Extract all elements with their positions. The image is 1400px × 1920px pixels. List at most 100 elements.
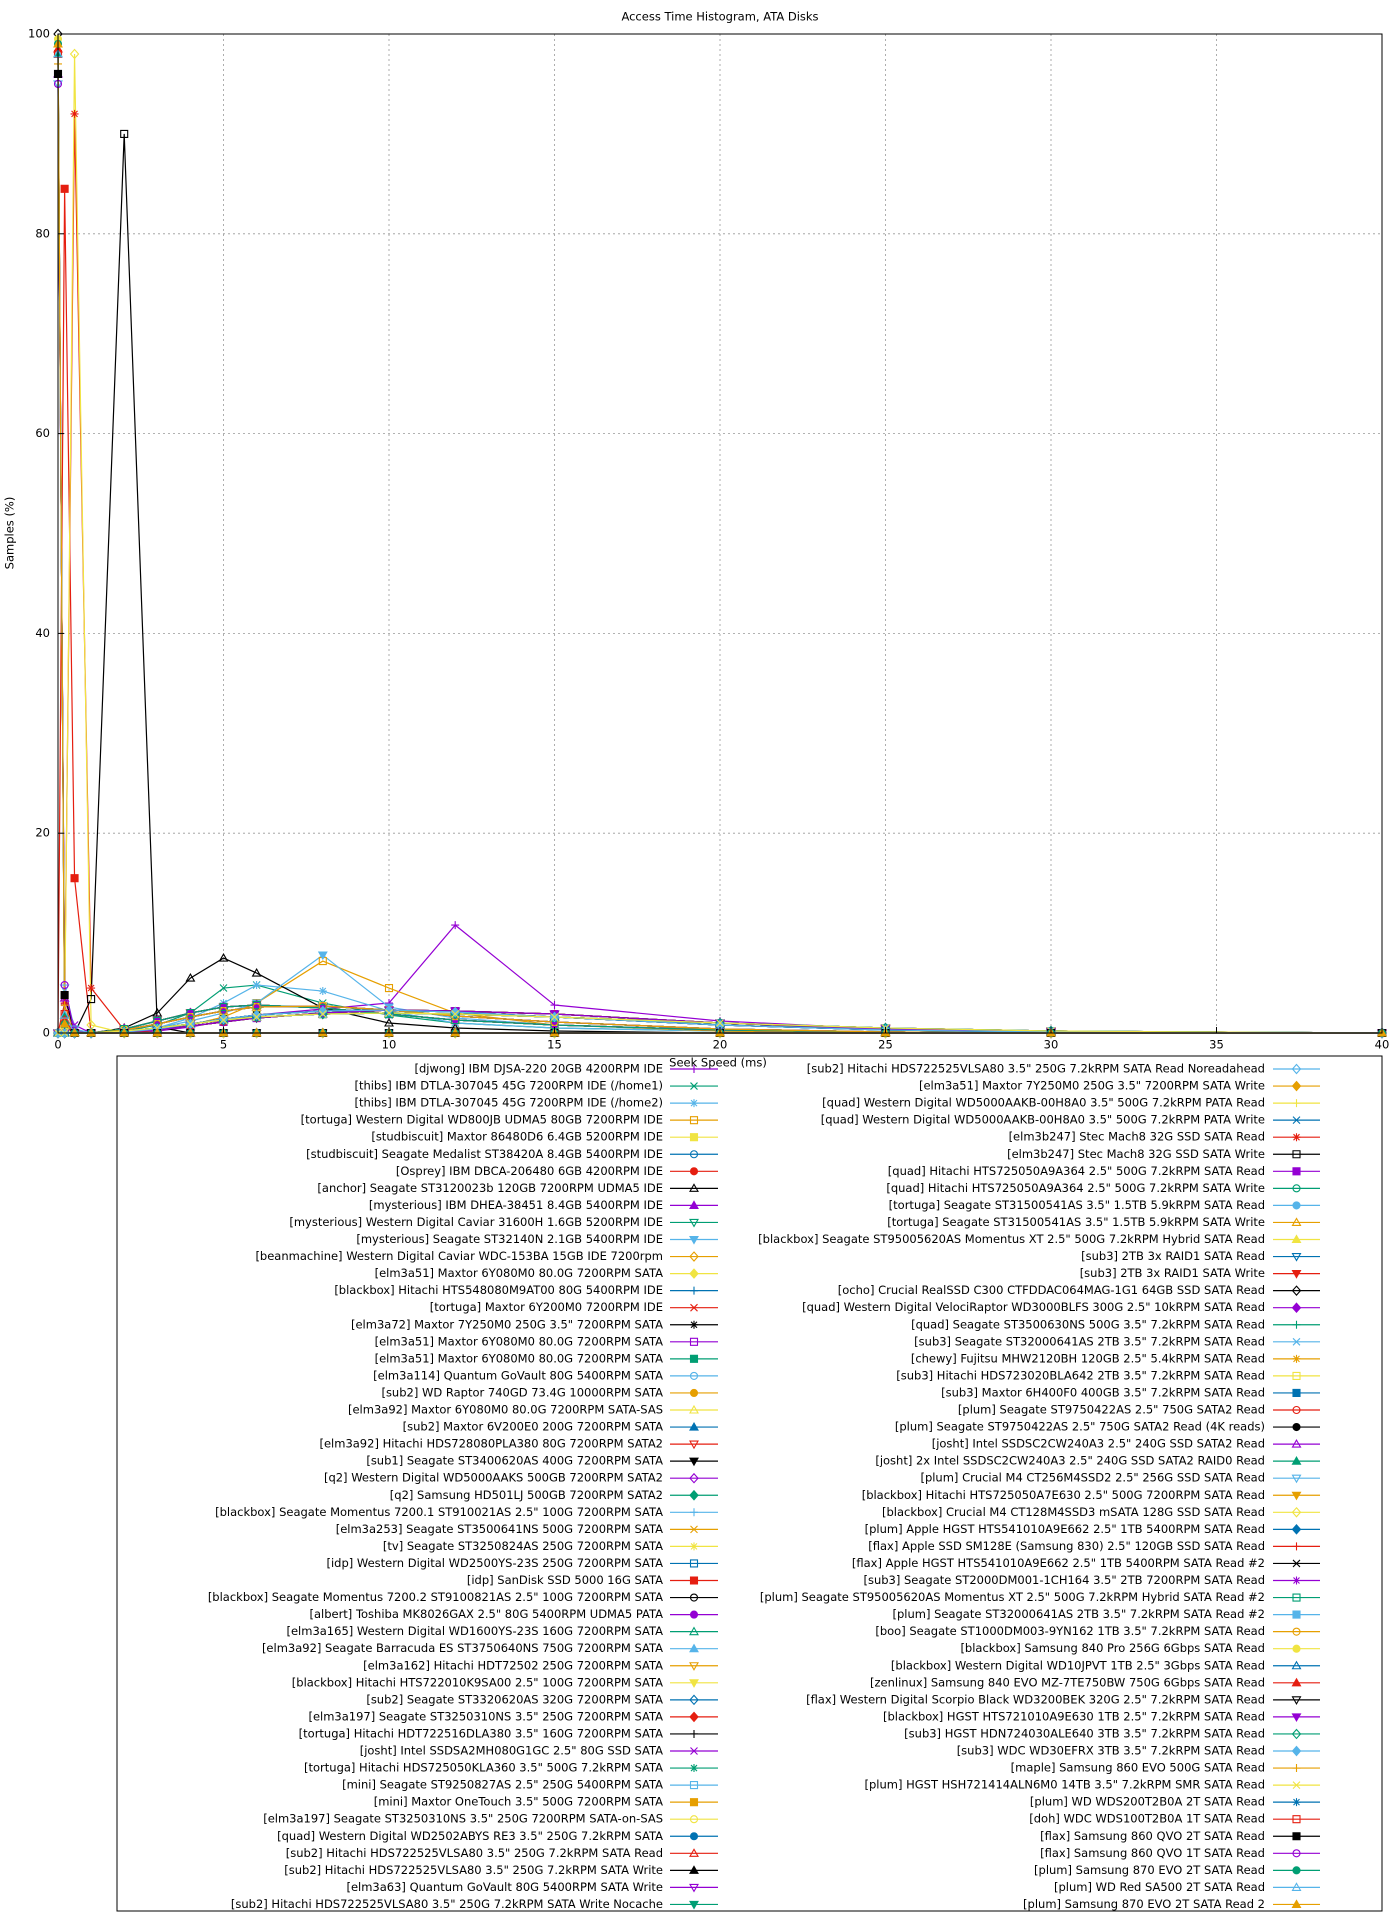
legend-label: [sub3] Seagate ST2000DM001-1CH164 3.5" 2… xyxy=(863,1573,1265,1587)
legend-label: [djwong] IBM DJSA-220 20GB 4200RPM IDE xyxy=(414,1062,663,1076)
legend-marker xyxy=(690,1303,698,1312)
legend-label: [mini] Seagate ST9250827AS 2.5" 250G 540… xyxy=(342,1778,663,1792)
legend-marker xyxy=(1292,1542,1301,1551)
legend-marker xyxy=(1292,1627,1301,1636)
data-point xyxy=(550,1020,559,1030)
legend-label: [elm3a63] Quantum GoVault 80G 5400RPM SA… xyxy=(346,1880,663,1894)
legend-marker xyxy=(689,1472,699,1484)
legend-marker xyxy=(1292,1320,1301,1329)
legend-label: [q2] Western Digital WD5000AAKS 500GB 72… xyxy=(324,1471,663,1485)
legend-label: [beanmachine] Western Digital Caviar WDC… xyxy=(255,1249,663,1263)
legend-label: [plum] Samsung 870 EVO 2T SATA Read 2 xyxy=(1023,1897,1265,1911)
legend-label: [thibs] IBM DTLA-307045 45G 7200RPM IDE … xyxy=(354,1079,663,1093)
legend-marker xyxy=(689,1781,699,1790)
legend-marker xyxy=(689,1900,699,1910)
legend-label: [sub2] Hitachi HDS722525VLSA80 3.5" 250G… xyxy=(231,1897,663,1911)
legend-marker xyxy=(1292,1559,1301,1568)
legend-marker xyxy=(689,1354,699,1363)
legend-label: [studbiscuit] Maxtor 86480D6 6.4GB 5200R… xyxy=(371,1130,663,1144)
legend-marker xyxy=(689,1626,699,1636)
x-tick-label: 35 xyxy=(1209,1038,1224,1052)
legend-marker xyxy=(689,1883,699,1893)
legend-marker xyxy=(690,1320,698,1329)
legend-label: [plum] Seagate ST9750422AS 2.5" 750G SAT… xyxy=(958,1403,1265,1417)
legend-marker xyxy=(689,1815,699,1824)
data-point xyxy=(318,1005,328,1017)
legend-label: [flax] Samsung 860 QVO 2T SATA Read xyxy=(1040,1829,1265,1843)
legend-label: [chewy] Fujitsu MHW2120BH 120GB 2.5" 5.4… xyxy=(911,1351,1265,1365)
data-point xyxy=(251,967,262,977)
legend-label: [plum] Samsung 870 EVO 2T SATA Read xyxy=(1034,1863,1265,1877)
legend-label: [plum] WD Red SA500 2T SATA Read xyxy=(1054,1880,1265,1894)
legend-marker xyxy=(690,1764,698,1773)
data-point xyxy=(186,1012,195,1022)
x-tick-label: 15 xyxy=(547,1038,562,1052)
legend-marker xyxy=(689,1643,699,1653)
y-tick-label: 60 xyxy=(35,426,50,440)
data-point xyxy=(450,1006,460,1018)
legend-marker xyxy=(1291,1302,1302,1314)
legend-label: [plum] Apple HGST HTS541010A9E662 2.5" 1… xyxy=(865,1522,1265,1536)
y-tick-label: 80 xyxy=(35,226,50,240)
legend-marker xyxy=(689,1832,699,1841)
legend-label: [sub1] Seagate ST3400620AS 400G 7200RPM … xyxy=(366,1454,663,1468)
legend-label: [flax] Apple HGST HTS541010A9E662 2.5" 1… xyxy=(852,1556,1265,1570)
legend-marker xyxy=(1291,1728,1302,1740)
legend-marker xyxy=(1292,1576,1301,1585)
series-line xyxy=(58,133,1382,1034)
legend-label: [plum] Crucial M4 CT256M4SSD2 2.5" 256G … xyxy=(920,1471,1265,1485)
legend-label: [sub3] Maxtor 6H400F0 400GB 3.5" 7.2kRPM… xyxy=(941,1385,1265,1399)
legend-marker xyxy=(690,1099,698,1108)
legend-label: [elm3a51] Maxtor 6Y080M0 80.0G 7200RPM S… xyxy=(375,1351,664,1365)
data-point xyxy=(219,1016,228,1024)
legend-label: [sub2] Maxtor 6V200E0 200G 7200RPM SATA xyxy=(403,1420,664,1434)
legend-label: [quad] Western Digital VelociRaptor WD30… xyxy=(802,1300,1265,1314)
legend-label: [thibs] IBM DTLA-307045 45G 7200RPM IDE … xyxy=(354,1096,663,1110)
legend-marker xyxy=(1291,1660,1302,1670)
legend-marker xyxy=(1292,1593,1301,1602)
data-point xyxy=(451,921,460,930)
legend-label: [elm3a197] Seagate ST3250310NS 3.5" 250G… xyxy=(308,1709,663,1723)
legend-marker xyxy=(689,1388,699,1397)
legend-label: [maple] Samsung 860 EVO 500G SATA Read xyxy=(1011,1761,1265,1775)
legend-marker xyxy=(1292,1423,1301,1432)
y-tick-label: 100 xyxy=(28,27,50,41)
data-point xyxy=(70,109,79,118)
y-axis-label: Samples (%) xyxy=(3,497,17,570)
legend-marker xyxy=(689,1404,699,1414)
legend-label: [anchor] Seagate ST3120023b 120GB 7200RP… xyxy=(317,1181,663,1195)
data-point xyxy=(252,1003,261,1012)
legend-marker xyxy=(689,1865,699,1874)
data-point xyxy=(252,1002,261,1012)
legend-label: [sub3] HGST HDN724030ALE640 3TB 3.5" 7.2… xyxy=(904,1726,1265,1740)
data-point xyxy=(60,184,69,193)
data-point xyxy=(384,1017,394,1027)
legend-label: [josht] Intel SSDSA2MH080G1GC 2.5" 80G S… xyxy=(360,1744,663,1758)
legend-label: [tortuga] Maxtor 6Y200M0 7200RPM IDE xyxy=(430,1300,663,1314)
x-axis-label: Seek Speed (ms) xyxy=(669,1056,767,1070)
legend-marker xyxy=(689,1421,699,1431)
legend-label: [elm3a114] Quantum GoVault 80G 5400RPM S… xyxy=(373,1368,663,1382)
legend-label: [mini] Maxtor OneTouch 3.5" 500G 7200RPM… xyxy=(374,1795,663,1809)
data-point xyxy=(385,1009,393,1017)
legend-label: [quad] Western Digital WD2502ABYS RE3 3.… xyxy=(277,1829,663,1843)
legend-marker xyxy=(1292,1764,1301,1773)
legend-marker xyxy=(1291,1285,1302,1296)
data-point xyxy=(318,1010,327,1018)
legend-marker xyxy=(1292,1798,1301,1807)
x-tick-label: 20 xyxy=(713,1038,728,1052)
legend-marker xyxy=(1291,1696,1302,1705)
legend-marker xyxy=(689,1235,699,1245)
data-point xyxy=(70,874,79,883)
legend-marker xyxy=(1292,1866,1301,1875)
legend-marker xyxy=(689,1251,699,1262)
legend-marker xyxy=(689,1457,699,1467)
y-tick-label: 20 xyxy=(35,826,50,840)
legend-label: [quad] Hitachi HTS725050A9A364 2.5" 500G… xyxy=(886,1181,1265,1195)
legend-marker xyxy=(689,1268,699,1279)
legend-marker xyxy=(689,1116,699,1125)
data-point xyxy=(451,1010,460,1018)
legend-marker xyxy=(1291,1270,1302,1279)
legend-marker xyxy=(689,1371,699,1380)
